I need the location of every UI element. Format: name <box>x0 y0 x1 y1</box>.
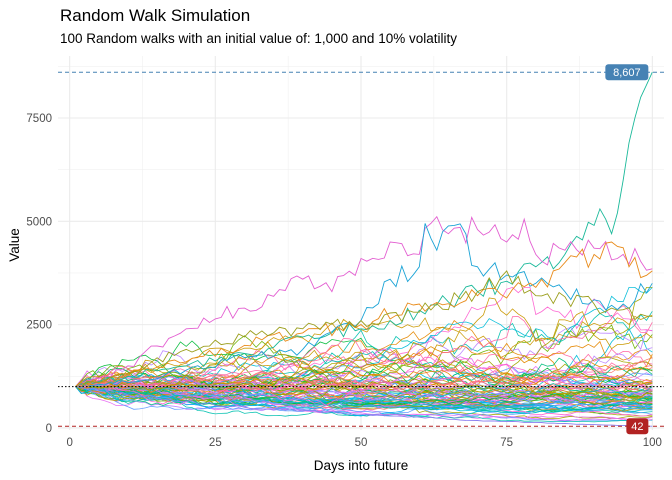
walk-line <box>75 357 653 391</box>
ref-label-box-max <box>605 64 649 81</box>
y-tick-label: 2500 <box>26 320 52 332</box>
x-tick-label: 75 <box>500 437 513 449</box>
walk-line <box>75 372 653 411</box>
walk-line <box>75 374 653 409</box>
x-tick-label: 25 <box>209 437 222 449</box>
chart-subtitle: 100 Random walks with an initial value o… <box>60 31 457 46</box>
walk-line <box>75 364 653 403</box>
x-tick-label: 50 <box>355 437 368 449</box>
walk-line <box>75 314 653 390</box>
walk-line <box>75 381 653 407</box>
walk-line <box>75 383 653 410</box>
chart-title: Random Walk Simulation <box>60 6 251 25</box>
x-axis-title: Days into future <box>314 458 409 473</box>
walk-line-blue-high <box>75 223 653 387</box>
walk-line <box>75 376 653 405</box>
walk-line <box>75 357 653 407</box>
ref-label-box-min <box>626 418 649 435</box>
y-tick-label: 7500 <box>26 113 52 125</box>
y-axis-title: Value <box>7 228 22 262</box>
x-tick-label: 0 <box>66 437 72 449</box>
walk-line <box>75 335 653 402</box>
walk-line <box>75 297 653 388</box>
reference-lines: 8,607 42 <box>58 64 664 435</box>
y-tick-label: 0 <box>46 423 52 435</box>
x-tick-label: 100 <box>643 437 662 449</box>
walk-line-orange-high <box>75 241 653 388</box>
grid-lines <box>58 56 664 430</box>
walk-line-max-walk <box>75 72 653 389</box>
walk-line <box>75 372 653 408</box>
walk-line <box>75 371 653 392</box>
walk-line <box>75 378 653 408</box>
ref-label-min: 42 <box>631 421 643 433</box>
walk-line-min-walk <box>75 386 653 427</box>
ref-label-max: 8,607 <box>613 67 641 79</box>
walk-line <box>75 382 653 415</box>
y-tick-label: 5000 <box>26 216 52 228</box>
walk-line <box>75 386 653 408</box>
walk-line-pink-high <box>75 215 653 387</box>
walk-line-olive-mid <box>75 270 653 388</box>
walk-line <box>75 381 653 421</box>
axis-ticks: 0 25 50 75 100 0 2500 5000 7500 <box>26 113 662 449</box>
series-lines <box>75 72 653 427</box>
